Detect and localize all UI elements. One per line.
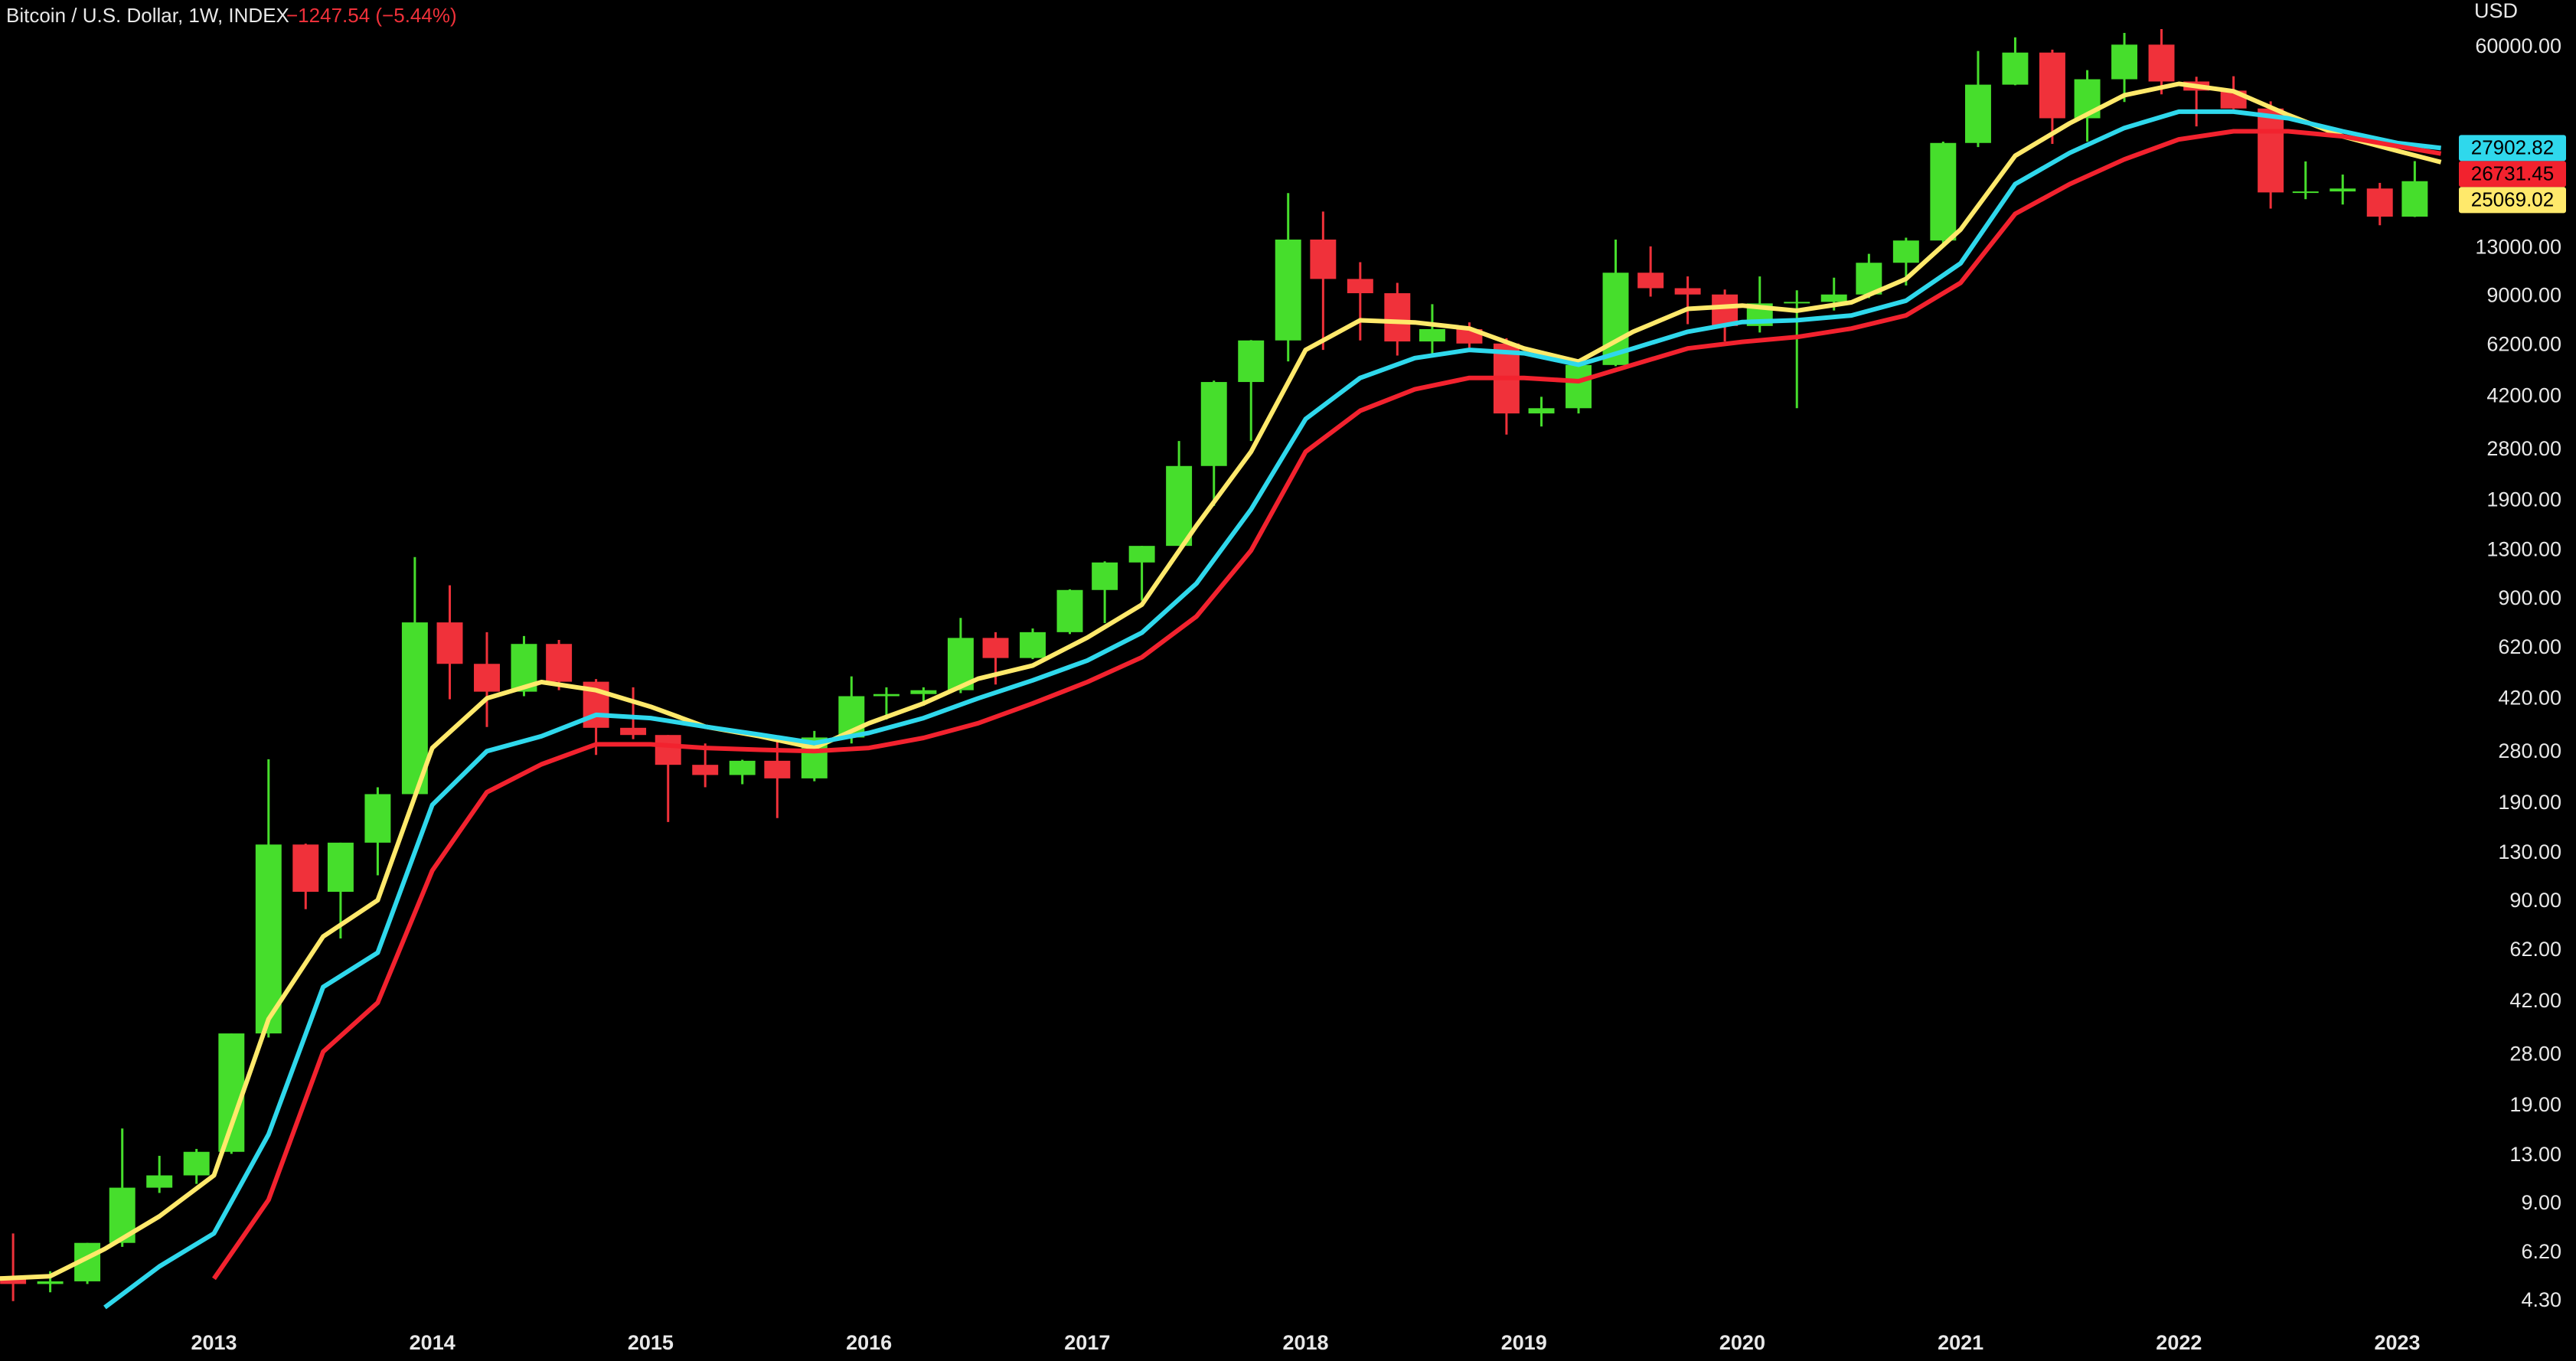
y-tick-label: 42.00 bbox=[2509, 989, 2561, 1012]
price-tag-label: 27902.82 bbox=[2471, 135, 2554, 158]
candle-body bbox=[1784, 302, 1810, 304]
candle-body bbox=[146, 1175, 173, 1188]
candle-body bbox=[2292, 191, 2319, 194]
candle-body bbox=[1347, 279, 1373, 294]
candle-body bbox=[1674, 288, 1701, 295]
y-tick-label: 60000.00 bbox=[2475, 34, 2561, 57]
candles bbox=[0, 28, 2428, 1301]
candle-body bbox=[1275, 239, 1301, 341]
candle-body bbox=[37, 1281, 64, 1284]
candle-body bbox=[1419, 328, 1445, 342]
y-tick-label: 6200.00 bbox=[2486, 333, 2561, 356]
candle-body bbox=[546, 644, 573, 682]
y-tick-label: 620.00 bbox=[2498, 635, 2561, 658]
candle-body bbox=[474, 664, 500, 692]
y-tick-label: 90.00 bbox=[2509, 889, 2561, 912]
candle-body bbox=[401, 622, 428, 795]
x-tick-label: 2022 bbox=[2156, 1331, 2202, 1354]
candle-body bbox=[729, 760, 756, 775]
y-tick-label: 280.00 bbox=[2498, 739, 2561, 762]
price-change: −1247.54 (−5.44%) bbox=[286, 4, 457, 27]
candle-body bbox=[2258, 108, 2284, 193]
price-tag bbox=[2459, 161, 2566, 188]
y-tick-label: 4200.00 bbox=[2486, 383, 2561, 406]
candle-body bbox=[1637, 273, 1664, 289]
candle-body bbox=[1820, 294, 1847, 302]
y-tick-label: 13.00 bbox=[2509, 1143, 2561, 1166]
candle-body bbox=[1166, 465, 1193, 547]
y-tick-label: 9000.00 bbox=[2486, 284, 2561, 307]
y-tick-label: 130.00 bbox=[2498, 840, 2561, 863]
candle-body bbox=[873, 694, 899, 697]
y-tick-label: 900.00 bbox=[2498, 586, 2561, 609]
candle-body bbox=[910, 690, 937, 694]
y-tick-label: 190.00 bbox=[2498, 791, 2561, 814]
y-tick-label: 9.00 bbox=[2521, 1191, 2561, 1214]
candle-body bbox=[1712, 294, 1739, 326]
candle-body bbox=[1384, 293, 1411, 342]
x-tick-label: 2021 bbox=[1938, 1331, 1983, 1354]
y-tick-label: 2800.00 bbox=[2486, 437, 2561, 460]
candle-body bbox=[1310, 239, 1337, 279]
y-tick-label: 19.00 bbox=[2509, 1093, 2561, 1116]
candle-body bbox=[764, 760, 791, 778]
moving-average-line bbox=[212, 129, 2442, 1281]
candle-body bbox=[1566, 364, 1592, 409]
candle-body bbox=[1964, 84, 1991, 143]
y-tick-label: 28.00 bbox=[2509, 1042, 2561, 1065]
candle-body bbox=[1528, 408, 1555, 414]
candle-body bbox=[1128, 546, 1155, 563]
y-tick-label: 62.00 bbox=[2509, 938, 2561, 961]
candle-body bbox=[1020, 632, 1046, 658]
y-tick-label: 6.20 bbox=[2521, 1240, 2561, 1263]
candle-body bbox=[692, 765, 719, 775]
x-tick-label: 2017 bbox=[1064, 1331, 1110, 1354]
y-tick-label: 13000.00 bbox=[2475, 236, 2561, 259]
candle-body bbox=[1092, 562, 1118, 590]
currency-label: USD bbox=[2474, 0, 2518, 22]
candle-body bbox=[364, 794, 391, 843]
x-tick-label: 2014 bbox=[410, 1331, 455, 1354]
x-tick-label: 2015 bbox=[628, 1331, 674, 1354]
price-tag-label: 25069.02 bbox=[2471, 188, 2554, 211]
x-tick-label: 2020 bbox=[1719, 1331, 1765, 1354]
y-tick-label: 1300.00 bbox=[2486, 538, 2561, 561]
x-tick-label: 2013 bbox=[191, 1331, 237, 1354]
x-tick-label: 2016 bbox=[846, 1331, 892, 1354]
candle-body bbox=[327, 842, 354, 893]
price-tag bbox=[2459, 187, 2566, 214]
candle-body bbox=[1892, 240, 1919, 263]
candle-body bbox=[655, 735, 681, 765]
candle-body bbox=[436, 622, 463, 664]
candle-body bbox=[2330, 188, 2356, 192]
candle-body bbox=[1200, 382, 1227, 466]
candle-body bbox=[2148, 44, 2175, 82]
candle-body bbox=[2039, 52, 2065, 119]
candle-body bbox=[2002, 52, 2029, 85]
candle-body bbox=[292, 844, 319, 893]
candle-body bbox=[1056, 589, 1083, 632]
y-tick-label: 1900.00 bbox=[2486, 488, 2561, 511]
moving-average-line bbox=[103, 109, 2441, 1310]
candle-body bbox=[2401, 181, 2428, 217]
candle-body bbox=[982, 638, 1009, 658]
y-tick-label: 4.30 bbox=[2521, 1288, 2561, 1311]
candle-body bbox=[2366, 188, 2393, 217]
moving-average-line bbox=[0, 81, 2442, 1281]
candle-body bbox=[1930, 142, 1957, 241]
price-tag-label: 26731.45 bbox=[2471, 162, 2554, 184]
price-tag bbox=[2459, 135, 2566, 162]
candle-body bbox=[183, 1151, 210, 1176]
x-tick-label: 2019 bbox=[1501, 1331, 1547, 1354]
x-tick-label: 2023 bbox=[2375, 1331, 2421, 1354]
candle-body bbox=[1238, 340, 1265, 383]
x-tick-label: 2018 bbox=[1282, 1331, 1328, 1354]
candle-body bbox=[620, 727, 647, 736]
candle-body bbox=[2111, 44, 2138, 80]
y-tick-label: 420.00 bbox=[2498, 687, 2561, 710]
chart-title: Bitcoin / U.S. Dollar, 1W, INDEX bbox=[6, 4, 289, 27]
